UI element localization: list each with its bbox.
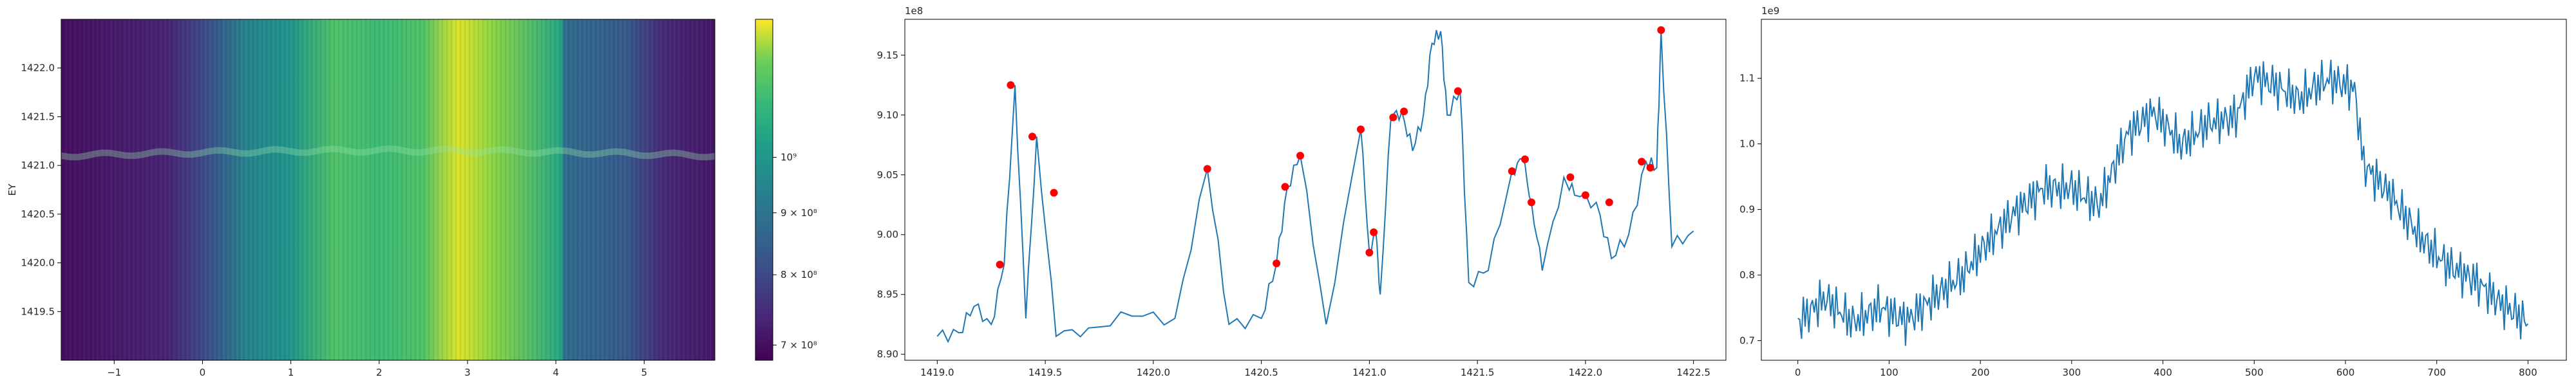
peak-marker	[1646, 163, 1654, 172]
peak-marker	[1528, 198, 1536, 207]
noisy-x-ticks: 0 100 200 300 400 500 600 700 800	[1795, 360, 2537, 378]
peak-marker	[1657, 26, 1665, 34]
heatmap-x-tick-label: −1	[107, 367, 121, 378]
colorbar-tick-label: 7 × 10⁸	[781, 339, 817, 351]
peak-marker	[1605, 198, 1613, 207]
peak-marker	[1638, 158, 1646, 166]
peak-marker	[1028, 133, 1036, 141]
peak-marker	[1520, 155, 1529, 163]
peak-marker	[1566, 173, 1575, 181]
heatmap-y-tick-label: 1419.5	[21, 306, 55, 317]
peaks-plot-frame	[904, 19, 1727, 361]
peak-marker	[1365, 248, 1374, 257]
peaks-line-panel: 1419.0 1419.5 1420.0 1420.5 1421.0 1421.5 1422…	[877, 5, 1727, 378]
peak-marker	[1203, 165, 1211, 173]
peaks-y-ticks: 8.90 8.95 9.00 9.05 9.10 9.15	[877, 50, 905, 360]
peaks-offset-text: 1e8	[905, 5, 923, 17]
peak-marker	[1296, 152, 1305, 160]
noisy-x-tick-label: 400	[2154, 367, 2172, 378]
peaks-x-ticks: 1419.0 1419.5 1420.0 1420.5 1421.0 1421.5 1422…	[920, 360, 1710, 378]
heatmap-x-tick-label: 1	[288, 367, 294, 378]
peak-marker	[1508, 167, 1516, 176]
colorbar	[755, 19, 773, 361]
noisy-y-tick-label: 0.9	[1739, 204, 1755, 216]
noisy-y-tick-label: 1.0	[1739, 138, 1755, 150]
colorbar-tick-label: 9 × 10⁸	[781, 207, 817, 219]
peaks-y-tick-label: 9.10	[877, 109, 898, 121]
noisy-y-tick-label: 0.8	[1739, 270, 1755, 281]
peaks-x-tick-label: 1419.5	[1028, 367, 1063, 378]
heatmap-frame	[61, 19, 715, 361]
heatmap-stripes	[61, 19, 715, 360]
noisy-y-tick-label: 1.1	[1739, 73, 1755, 84]
noisy-x-tick-label: 800	[2519, 367, 2537, 378]
noisy-y-tick-label: 0.7	[1739, 335, 1755, 346]
noisy-x-tick-label: 100	[1880, 367, 1899, 378]
peak-marker	[1400, 107, 1408, 116]
peaks-x-tick-label: 1419.0	[920, 367, 954, 378]
noisy-series-line	[1797, 59, 2529, 346]
heatmap-y-tick-label: 1421.0	[21, 160, 55, 171]
peak-marker	[1389, 113, 1397, 122]
peak-marker	[1007, 81, 1015, 89]
noisy-x-tick-label: 0	[1795, 367, 1801, 378]
noisy-line-panel: 0 100 200 300 400 500 600 700 800 0.7 0.8 0.9 1.0 1.…	[1739, 5, 2567, 378]
peaks-y-tick-label: 9.05	[877, 169, 898, 181]
noisy-x-tick-label: 600	[2336, 367, 2355, 378]
colorbar-ticks: 7 × 10⁸ 8 × 10⁸ 9 × 10⁸ 10⁹	[773, 152, 817, 351]
heatmap-y-tick-label: 1420.5	[21, 208, 55, 220]
peak-marker	[1370, 228, 1378, 237]
peaks-x-tick-label: 1420.0	[1137, 367, 1171, 378]
heatmap-ylabel: EY	[6, 183, 18, 196]
peak-marker	[1581, 191, 1589, 199]
noisy-offset-text: 1e9	[1761, 5, 1779, 17]
heatmap-y-tick-label: 1420.0	[21, 257, 55, 269]
peaks-x-tick-label: 1420.5	[1244, 367, 1278, 378]
heatmap-x-tick-label: 5	[641, 367, 647, 378]
noisy-y-ticks: 0.7 0.8 0.9 1.0 1.1	[1739, 73, 1761, 346]
heatmap-y-tick-label: 1421.5	[21, 111, 55, 122]
peaks-y-tick-label: 8.90	[877, 349, 898, 360]
noisy-plot-frame	[1761, 19, 2567, 361]
peak-marker	[1454, 87, 1462, 95]
heatmap-y-tick-label: 1422.0	[21, 62, 55, 74]
heatmap-x-tick-label: 2	[376, 367, 383, 378]
peaks-x-tick-label: 1421.0	[1352, 367, 1387, 378]
heatmap-y-ticks: 1419.5 1420.0 1420.5 1421.0 1421.5 1422.0	[21, 62, 61, 317]
peaks-series-line	[936, 30, 1694, 344]
noisy-x-tick-label: 700	[2427, 367, 2446, 378]
noisy-x-tick-label: 300	[2063, 367, 2081, 378]
peaks-x-tick-label: 1422.0	[1569, 367, 1603, 378]
peak-markers	[996, 26, 1665, 269]
colorbar-tick-label: 10⁹	[781, 152, 797, 163]
peak-marker	[1356, 125, 1365, 134]
noisy-x-tick-label: 500	[2245, 367, 2264, 378]
peak-marker	[996, 261, 1004, 269]
peaks-x-tick-label: 1422.5	[1676, 367, 1710, 378]
heatmap-x-tick-label: 0	[200, 367, 206, 378]
peaks-y-tick-label: 8.95	[877, 289, 898, 300]
peak-marker	[1273, 259, 1281, 268]
noisy-x-tick-label: 200	[1971, 367, 1990, 378]
peak-marker	[1281, 183, 1289, 191]
peak-marker	[1050, 188, 1058, 197]
peaks-x-tick-label: 1421.5	[1461, 367, 1495, 378]
heatmap-panel: −1 0 1 2 3 4 5 1419.51420.01420.51421.01421.51…	[6, 19, 817, 378]
heatmap-x-tick-label: 4	[553, 367, 559, 378]
colorbar-tick-label: 8 × 10⁸	[781, 269, 817, 280]
heatmap-ridge	[61, 145, 715, 161]
heatmap-x-tick-label: 3	[464, 367, 471, 378]
heatmap-x-ticks: −1 0 1 2 3 4 5	[107, 360, 647, 378]
peaks-y-tick-label: 9.00	[877, 229, 898, 241]
peaks-y-tick-label: 9.15	[877, 50, 898, 61]
